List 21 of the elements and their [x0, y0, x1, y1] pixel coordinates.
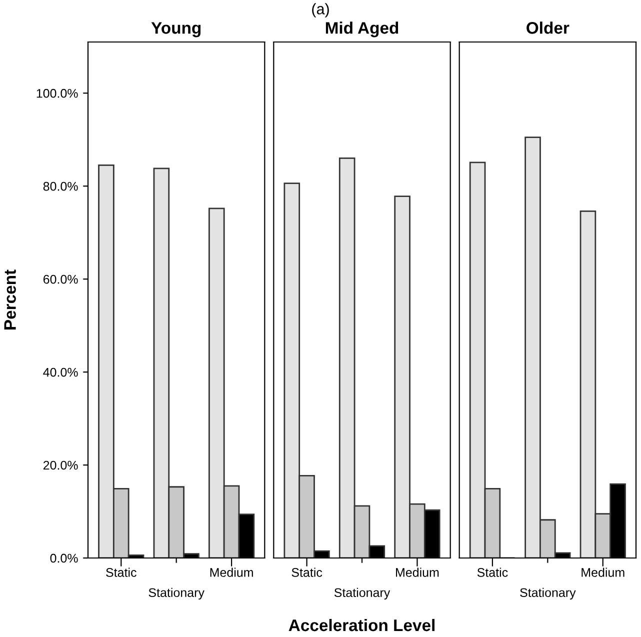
- text: (a): [312, 3, 329, 18]
- chart-title: Mid Aged: [326, 22, 398, 38]
- x-tick-label: Static: [106, 568, 136, 577]
- x-tick-label: Static: [477, 568, 508, 577]
- x-tick-label: Stationary: [334, 588, 390, 600]
- y-tick-label: 20.0%: [43, 460, 78, 470]
- x-tick-label: Medium: [582, 568, 624, 577]
- chart-title: Older: [526, 22, 570, 34]
- y-tick-label: 40.0%: [43, 368, 78, 377]
- x-tick-label: Medium: [210, 568, 253, 577]
- chart-title: Young: [151, 22, 201, 38]
- x-tick-label: Static: [292, 568, 322, 577]
- y-tick-label: 100.0%: [36, 88, 78, 98]
- x-tick-label: Stationary: [148, 588, 204, 600]
- y-tick-label: 0.0%: [50, 554, 78, 563]
- y-tick-label: 80.0%: [43, 182, 78, 191]
- y-axis-title: Percent: [4, 270, 16, 330]
- x-tick-label: Stationary: [520, 588, 576, 600]
- x-tick-label: Medium: [396, 568, 439, 577]
- y-tick-label: 60.0%: [43, 274, 78, 284]
- x-axis-title: Acceleration Level: [288, 618, 434, 632]
